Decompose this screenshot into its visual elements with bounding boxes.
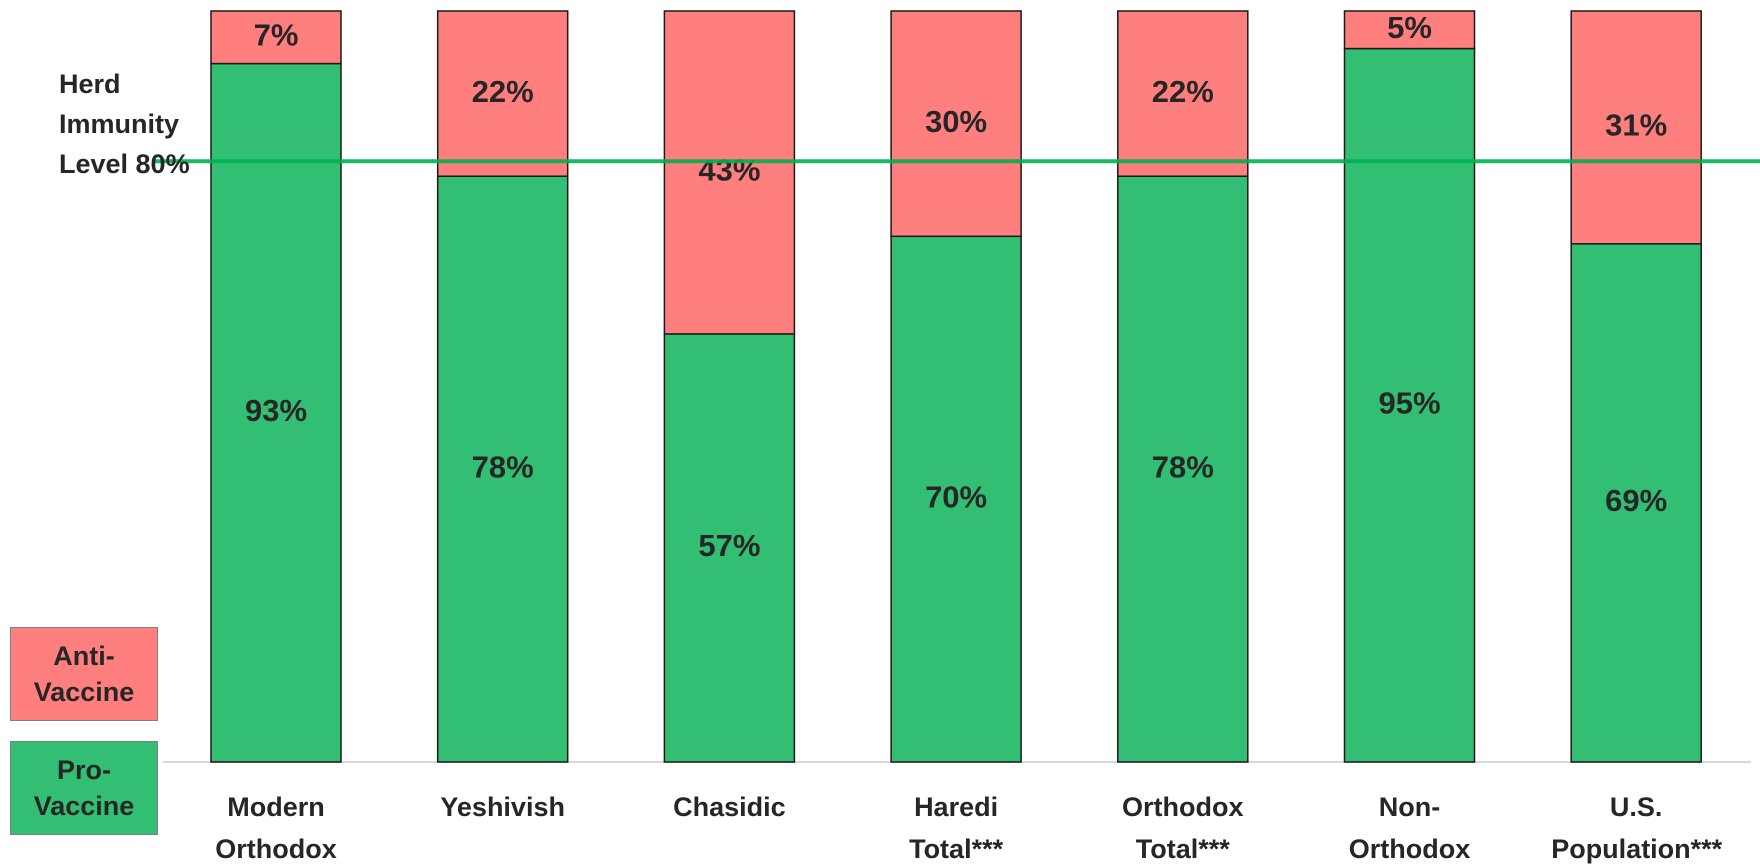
bar-segment [663, 10, 796, 335]
x-tick-label: Modern Orthodox [215, 792, 337, 864]
bar-segment [1570, 243, 1702, 763]
data-label: 30% [925, 104, 987, 139]
x-tick-label: Non-Orthodox [1348, 792, 1471, 864]
x-tick-label: Orthodox Total*** [1122, 792, 1244, 864]
data-label: 5% [1387, 10, 1432, 45]
x-tick-label: Haredi Total*** [909, 792, 1004, 864]
data-label: 93% [245, 393, 307, 428]
data-label: 78% [1152, 449, 1214, 484]
data-label: 22% [472, 74, 534, 109]
bar-segment [1343, 47, 1476, 763]
bar-segment [890, 235, 1022, 763]
data-label: 43% [698, 153, 760, 188]
data-label: 69% [1605, 483, 1667, 518]
bar-segment [890, 10, 1022, 238]
bar-segment [210, 62, 342, 763]
bar-segment [436, 10, 569, 177]
bar-segment [1570, 10, 1702, 245]
bar-segment [1343, 10, 1476, 50]
legend-entry: Anti-Vaccine [10, 627, 158, 721]
data-label: 31% [1605, 108, 1667, 143]
bar-segment [1117, 175, 1249, 763]
data-label: 95% [1378, 385, 1440, 420]
bar-segment [436, 175, 569, 763]
data-label: 22% [1152, 74, 1214, 109]
reference-label: Herd Immunity Level 80% [59, 69, 190, 179]
data-label: 57% [698, 528, 760, 563]
data-label: 70% [925, 479, 987, 514]
bar-segment [1117, 10, 1249, 177]
x-tick-label: U.S. Population*** [1551, 792, 1723, 864]
bar-segment [663, 333, 796, 763]
x-tick-label: Chasidic [673, 792, 786, 822]
data-label: 78% [472, 449, 534, 484]
data-label: 7% [254, 17, 299, 52]
x-tick-label: Yeshivish [440, 792, 565, 822]
legend-entry: Pro-Vaccine [10, 741, 158, 835]
bar-segment [210, 10, 342, 65]
